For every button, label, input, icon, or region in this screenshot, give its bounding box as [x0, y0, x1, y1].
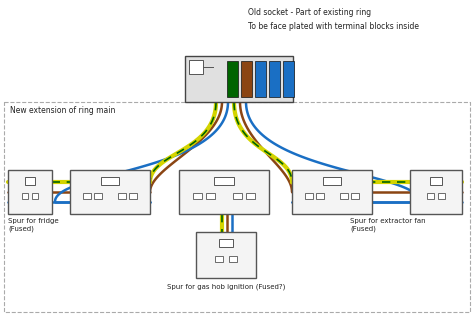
Bar [340, 193, 348, 199]
Bar [118, 193, 126, 199]
Text: New extension of ring main: New extension of ring main [10, 106, 115, 115]
Bar [219, 239, 233, 247]
Bar [316, 193, 324, 199]
Bar [70, 170, 150, 214]
Bar [283, 61, 294, 97]
Bar [241, 61, 252, 97]
Bar [305, 193, 313, 199]
Bar [255, 61, 266, 97]
Bar [129, 193, 137, 199]
Text: To be face plated with terminal blocks inside: To be face plated with terminal blocks i… [248, 22, 419, 31]
Bar [189, 60, 203, 74]
Bar [193, 193, 202, 199]
Bar [323, 177, 341, 185]
Bar [269, 61, 280, 97]
Bar [22, 193, 28, 199]
Bar [215, 256, 223, 262]
Bar [292, 170, 372, 214]
Bar [4, 102, 470, 312]
Text: Spur for fridge
(Fused): Spur for fridge (Fused) [8, 218, 59, 232]
Text: Old socket - Part of existing ring: Old socket - Part of existing ring [248, 8, 371, 17]
Bar [438, 193, 446, 199]
Bar [430, 177, 442, 185]
Bar [206, 193, 215, 199]
Bar [101, 177, 119, 185]
Bar [179, 170, 269, 214]
Bar [94, 193, 102, 199]
Bar [83, 193, 91, 199]
Bar [32, 193, 38, 199]
Bar [214, 177, 234, 185]
Text: Spur for extractor fan
(Fused): Spur for extractor fan (Fused) [350, 218, 426, 232]
Bar [351, 193, 359, 199]
Bar [8, 170, 52, 214]
Bar [427, 193, 434, 199]
Bar [410, 170, 462, 214]
Bar [228, 256, 237, 262]
Bar [185, 56, 293, 102]
Bar [196, 232, 256, 278]
Text: Spur for gas hob ignition (Fused?): Spur for gas hob ignition (Fused?) [167, 284, 285, 290]
Bar [227, 61, 238, 97]
Bar [246, 193, 255, 199]
Bar [25, 177, 35, 185]
Bar [233, 193, 242, 199]
